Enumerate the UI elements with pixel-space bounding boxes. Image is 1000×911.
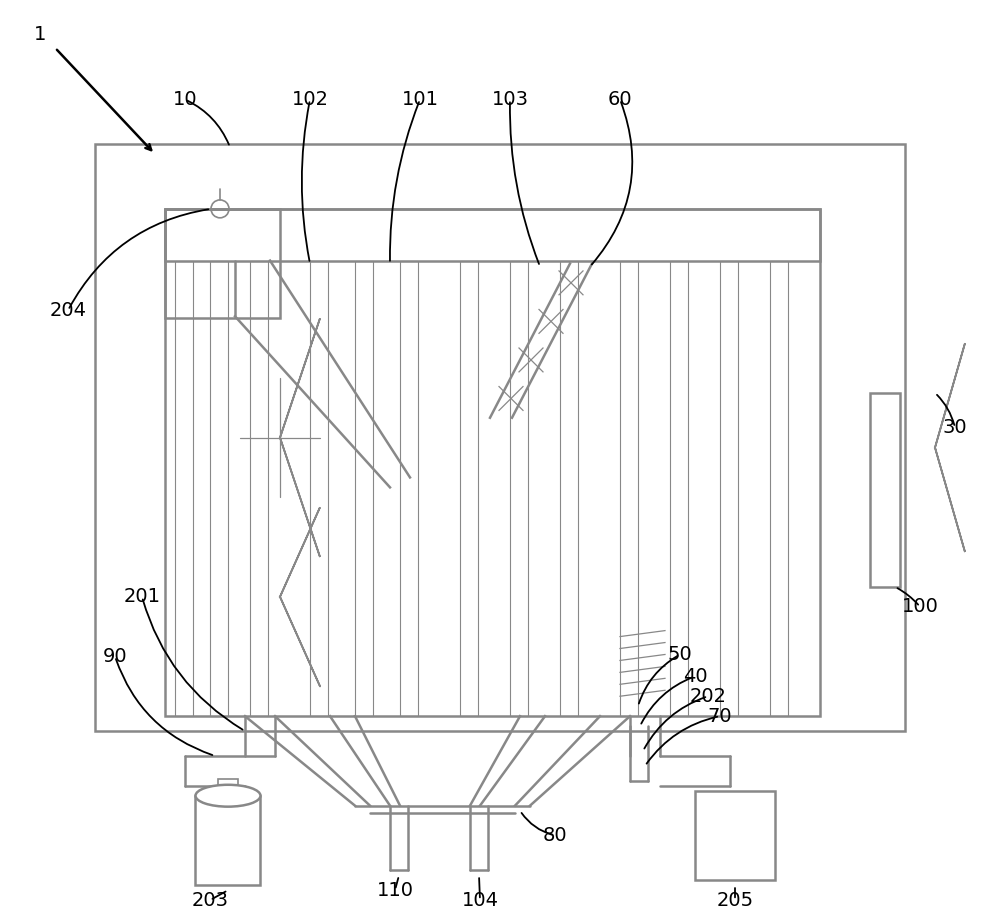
Text: 90: 90 (103, 647, 127, 666)
Bar (310, 261, 328, 716)
Text: 100: 100 (902, 598, 938, 616)
Text: 110: 110 (376, 881, 414, 900)
Text: 80: 80 (543, 826, 567, 845)
Bar (560, 261, 578, 716)
Text: 30: 30 (943, 418, 967, 437)
Bar (670, 261, 688, 716)
Bar (695, 791, 775, 880)
Bar (400, 261, 418, 716)
Bar (355, 261, 373, 716)
Text: 103: 103 (492, 90, 528, 109)
Ellipse shape (196, 784, 260, 806)
Text: 10: 10 (173, 90, 197, 109)
Text: 201: 201 (124, 588, 160, 607)
Text: 60: 60 (608, 90, 632, 109)
Bar (95, 144, 905, 731)
Bar (620, 261, 638, 716)
Bar (870, 393, 900, 587)
Bar (218, 779, 238, 795)
Text: 1: 1 (34, 26, 46, 45)
Bar (165, 209, 280, 318)
Bar (460, 261, 478, 716)
Bar (770, 261, 788, 716)
Text: 101: 101 (402, 90, 438, 109)
Text: 205: 205 (716, 891, 754, 910)
Text: 70: 70 (708, 707, 732, 726)
Text: 204: 204 (50, 301, 87, 320)
Bar (195, 795, 260, 885)
Bar (165, 209, 820, 261)
Bar (165, 209, 820, 716)
Bar (210, 261, 228, 716)
Bar (510, 261, 528, 716)
Text: 40: 40 (683, 667, 707, 686)
Text: 50: 50 (668, 645, 692, 664)
Text: 102: 102 (292, 90, 328, 109)
Bar (720, 261, 738, 716)
Text: 202: 202 (690, 687, 726, 706)
Bar (250, 261, 268, 716)
Bar (175, 261, 193, 716)
Text: 203: 203 (192, 891, 228, 910)
Text: 104: 104 (462, 891, 498, 910)
